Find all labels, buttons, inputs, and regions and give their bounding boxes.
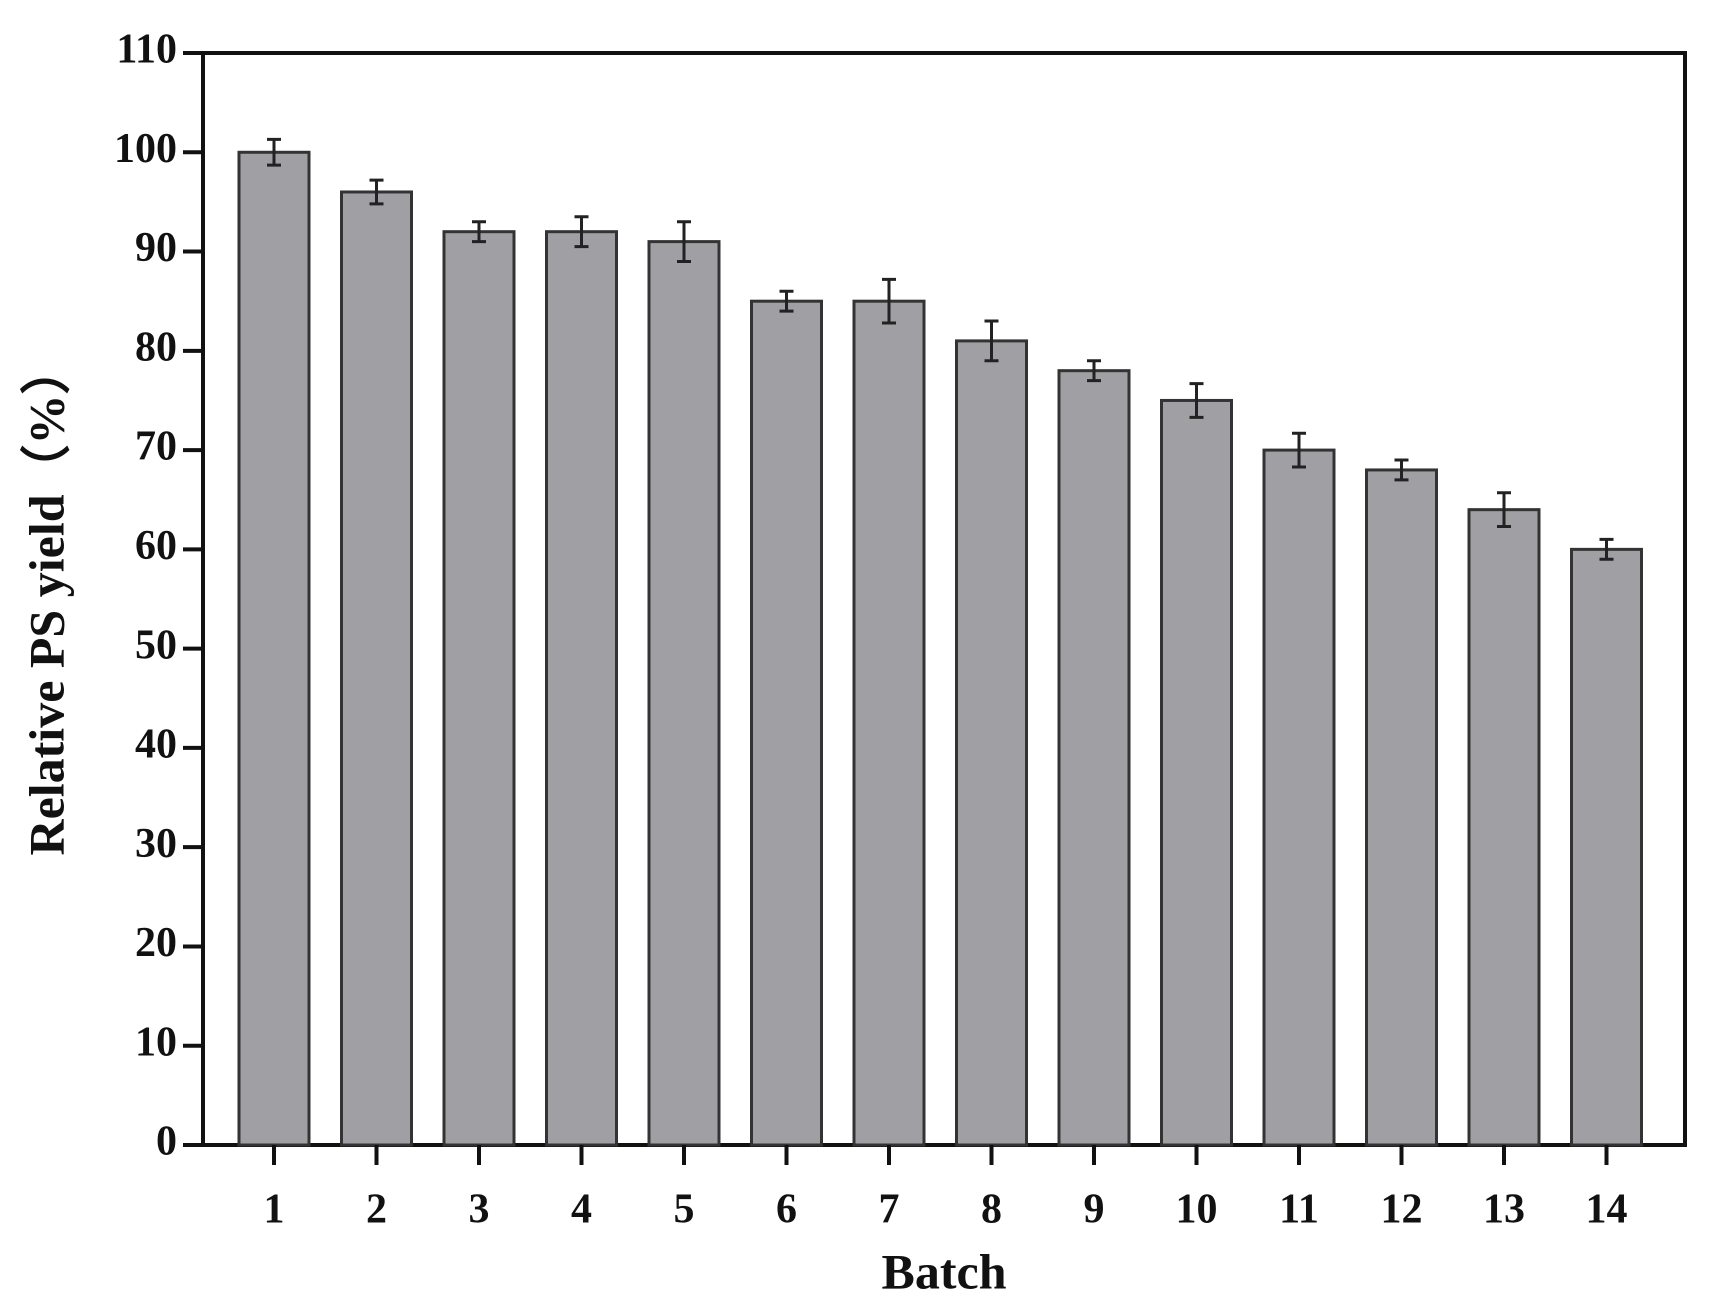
error-bar xyxy=(1599,537,1614,561)
bar xyxy=(1160,398,1233,1147)
x-tick-label: 14 xyxy=(1586,1187,1628,1233)
x-tick-label: 2 xyxy=(366,1187,387,1233)
x-tick-label: 9 xyxy=(1084,1187,1105,1233)
error-bar xyxy=(677,220,691,263)
x-tick-label: 10 xyxy=(1176,1187,1218,1233)
y-tick-label: 0 xyxy=(156,1119,177,1165)
x-tick-label: 7 xyxy=(879,1187,900,1233)
bar xyxy=(750,299,823,1147)
y-tick-label: 10 xyxy=(135,1019,177,1065)
x-tick-label: 3 xyxy=(469,1187,490,1233)
x-tick-label: 12 xyxy=(1381,1187,1423,1233)
bar xyxy=(1262,448,1336,1147)
y-axis-title: Relative PS yield（%） xyxy=(18,344,74,855)
error-bar xyxy=(267,137,281,167)
plot-frame xyxy=(201,51,1687,1147)
y-tick-label: 60 xyxy=(135,523,177,569)
x-tick-label: 8 xyxy=(981,1187,1002,1233)
bar xyxy=(1570,547,1643,1147)
y-tick-label: 90 xyxy=(135,225,177,271)
x-axis-title: Batch xyxy=(882,1243,1007,1299)
y-tick-label: 70 xyxy=(135,424,177,470)
error-bar xyxy=(1292,431,1306,469)
bar xyxy=(340,190,413,1147)
bar xyxy=(955,339,1028,1147)
y-tick-label: 50 xyxy=(135,622,177,668)
x-tick-label: 6 xyxy=(776,1187,797,1233)
y-tick-label: 110 xyxy=(116,27,177,73)
error-bar xyxy=(574,215,589,249)
error-bar xyxy=(984,319,999,363)
y-tick-label: 30 xyxy=(135,821,177,867)
error-bar xyxy=(1497,491,1511,529)
y-tick-label: 20 xyxy=(135,920,177,966)
x-tick-label: 4 xyxy=(571,1187,592,1233)
error-bar xyxy=(1087,359,1101,383)
x-tick-label: 5 xyxy=(674,1187,695,1233)
bar xyxy=(852,299,926,1147)
error-bar xyxy=(369,178,384,206)
error-bar xyxy=(1189,382,1204,419)
y-tick-label: 40 xyxy=(135,722,177,768)
y-tick-label: 100 xyxy=(114,126,177,172)
error-bar xyxy=(1394,458,1409,482)
bar xyxy=(1467,508,1541,1147)
error-bar xyxy=(882,277,896,325)
bar xyxy=(1365,468,1438,1147)
bar xyxy=(647,240,721,1147)
x-tick-label: 13 xyxy=(1483,1187,1525,1233)
y-tick-label: 80 xyxy=(135,324,177,370)
error-bar xyxy=(472,220,486,244)
bar xyxy=(237,150,311,1147)
error-bar xyxy=(779,289,794,313)
bar xyxy=(442,230,516,1147)
x-tick-label: 11 xyxy=(1279,1187,1319,1233)
x-tick-label: 1 xyxy=(264,1187,285,1233)
bar xyxy=(1057,369,1131,1147)
bar xyxy=(545,230,618,1147)
